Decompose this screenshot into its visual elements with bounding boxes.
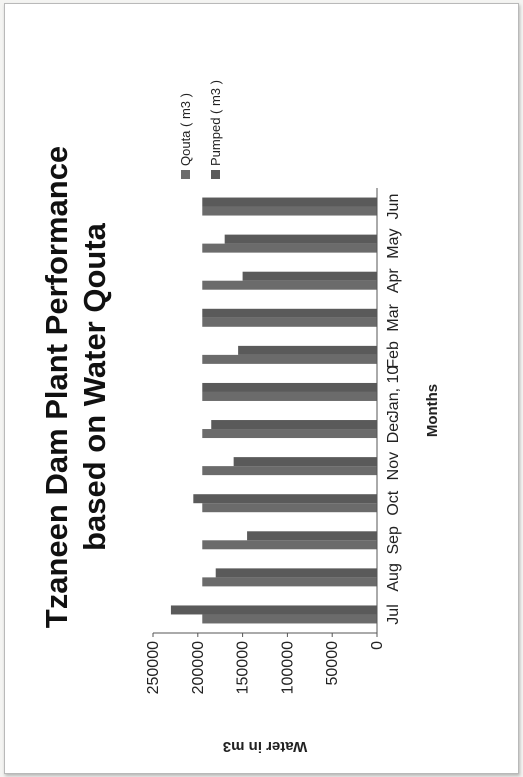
- chart: Tzaneen Dam Plant Performance based on W…: [39, 80, 441, 755]
- bar-quota-3: [202, 503, 377, 513]
- bar-quota-6: [202, 391, 377, 401]
- bar-quota-8: [202, 317, 377, 327]
- bar-pumped-0: [170, 605, 377, 615]
- x-tick-label: Jul: [385, 604, 402, 624]
- x-tick-label: Mar: [385, 303, 402, 331]
- x-tick-label: Dec: [385, 415, 402, 443]
- bar-quota-10: [202, 243, 377, 253]
- legend-label: Pumped ( m3 ): [208, 80, 223, 166]
- legend-swatch: [211, 170, 220, 179]
- bar-pumped-5: [211, 420, 377, 430]
- legend-label: Qouta ( m3 ): [178, 93, 193, 166]
- y-axis-label: Water in m3: [223, 738, 307, 755]
- bar-quota-7: [202, 354, 377, 364]
- bar-pumped-10: [224, 234, 377, 244]
- bar-quota-2: [202, 540, 377, 550]
- bar-quota-5: [202, 429, 377, 439]
- bar-pumped-9: [242, 271, 377, 281]
- x-tick-label: Jan, 10: [385, 366, 402, 419]
- x-tick-label: Nov: [385, 452, 402, 480]
- y-tick-label: 150000: [235, 641, 252, 694]
- x-tick-label: Feb: [385, 341, 402, 369]
- bar-pumped-11: [202, 197, 377, 207]
- x-tick-label: Sep: [385, 526, 402, 555]
- bar-quota-1: [202, 577, 377, 587]
- x-tick-label: Apr: [385, 268, 402, 294]
- legend-swatch: [181, 170, 190, 179]
- chart-title-line-2: based on Water Qouta: [77, 222, 112, 551]
- bar-quota-0: [202, 614, 377, 624]
- y-tick-label: 50000: [324, 641, 341, 686]
- y-tick-label: 0: [369, 641, 386, 650]
- bar-pumped-8: [202, 308, 377, 318]
- bar-quota-9: [202, 280, 377, 290]
- bar-group: [170, 197, 377, 624]
- y-tick-label: 250000: [145, 641, 162, 694]
- bar-pumped-1: [215, 568, 377, 578]
- bar-quota-11: [202, 206, 377, 216]
- bar-quota-4: [202, 466, 377, 476]
- x-axis-label: Months: [424, 384, 441, 437]
- chart-rotated-group: Tzaneen Dam Plant Performance based on W…: [39, 80, 441, 755]
- chart-title-line-1: Tzaneen Dam Plant Performance: [39, 146, 74, 628]
- bar-pumped-4: [233, 457, 377, 467]
- bar-pumped-6: [202, 382, 377, 392]
- bar-pumped-3: [193, 494, 377, 504]
- legend: Qouta ( m3 ) Pumped ( m3 ): [178, 80, 223, 179]
- x-tick-label: Jun: [385, 194, 402, 220]
- x-tick-label: Aug: [385, 563, 402, 591]
- y-tick-label: 100000: [279, 641, 296, 694]
- chart-frame: Tzaneen Dam Plant Performance based on W…: [4, 3, 519, 774]
- x-tick-label: Oct: [385, 490, 402, 515]
- x-tick-label: May: [385, 229, 402, 259]
- y-tick-label: 200000: [190, 641, 207, 694]
- bar-pumped-2: [247, 531, 377, 541]
- bar-pumped-7: [238, 345, 377, 355]
